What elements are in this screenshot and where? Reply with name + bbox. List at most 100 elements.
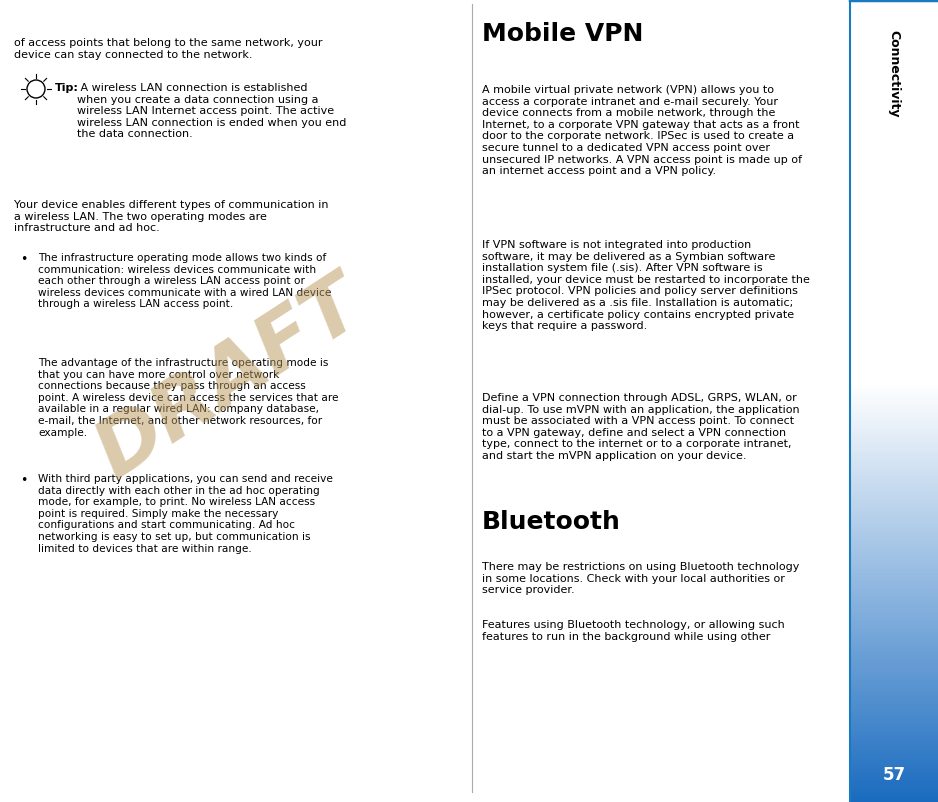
Bar xyxy=(850,341,938,343)
Bar xyxy=(850,449,938,451)
Bar xyxy=(850,128,938,130)
Bar xyxy=(850,496,938,497)
Bar xyxy=(850,411,938,413)
Bar xyxy=(850,429,938,431)
Bar xyxy=(850,2,938,4)
Bar xyxy=(850,354,938,357)
Bar xyxy=(850,489,938,491)
Bar xyxy=(850,265,938,266)
Bar xyxy=(850,258,938,261)
Bar xyxy=(850,517,938,520)
Bar xyxy=(850,22,938,24)
Bar xyxy=(850,541,938,544)
Bar xyxy=(850,111,938,112)
Text: A wireless LAN connection is established
when you create a data connection using: A wireless LAN connection is established… xyxy=(77,83,346,140)
Bar xyxy=(850,704,938,706)
Bar xyxy=(850,456,938,457)
Bar xyxy=(850,221,938,222)
Bar xyxy=(850,425,938,427)
Text: Bluetooth: Bluetooth xyxy=(482,509,621,533)
Bar xyxy=(850,266,938,269)
Bar xyxy=(850,672,938,674)
Bar xyxy=(850,136,938,139)
Bar xyxy=(850,561,938,563)
Bar xyxy=(850,346,938,349)
Bar xyxy=(850,499,938,501)
Bar xyxy=(850,192,938,194)
Bar xyxy=(850,358,938,361)
Bar xyxy=(850,619,938,622)
Bar xyxy=(850,563,938,565)
Bar xyxy=(850,419,938,421)
Bar xyxy=(850,699,938,702)
Bar xyxy=(850,501,938,504)
Bar xyxy=(850,784,938,786)
Bar xyxy=(850,443,938,445)
Bar xyxy=(850,798,938,800)
Bar xyxy=(850,405,938,407)
Bar xyxy=(850,107,938,108)
Bar xyxy=(850,744,938,746)
Bar xyxy=(850,88,938,90)
Bar xyxy=(850,715,938,718)
Bar xyxy=(850,18,938,20)
Bar xyxy=(850,632,938,634)
Bar xyxy=(850,678,938,680)
Bar xyxy=(850,537,938,539)
Bar xyxy=(850,44,938,46)
Bar xyxy=(850,79,938,80)
Bar xyxy=(850,508,938,509)
Bar xyxy=(850,635,938,638)
Bar xyxy=(850,480,938,481)
Bar xyxy=(850,528,938,529)
Bar xyxy=(850,343,938,345)
Bar xyxy=(850,569,938,571)
Bar xyxy=(850,317,938,318)
Bar xyxy=(850,606,938,608)
Bar xyxy=(850,377,938,379)
Bar xyxy=(850,445,938,448)
Bar xyxy=(850,437,938,439)
Bar xyxy=(850,710,938,712)
Bar xyxy=(850,618,938,619)
Bar xyxy=(850,536,938,537)
Bar xyxy=(850,271,938,273)
Text: Your device enables different types of communication in
a wireless LAN. The two : Your device enables different types of c… xyxy=(14,200,328,233)
Bar xyxy=(850,573,938,576)
Bar xyxy=(850,774,938,776)
Bar xyxy=(850,391,938,393)
Bar xyxy=(850,218,938,221)
Bar xyxy=(850,36,938,38)
Bar xyxy=(850,293,938,294)
Bar xyxy=(850,650,938,651)
Bar xyxy=(850,310,938,313)
Bar xyxy=(850,579,938,581)
Bar xyxy=(850,213,938,215)
Bar xyxy=(850,367,938,369)
Bar xyxy=(850,758,938,760)
Bar xyxy=(850,383,938,385)
Bar xyxy=(850,277,938,279)
Bar xyxy=(850,389,938,391)
Bar xyxy=(850,351,938,353)
Bar xyxy=(850,287,938,289)
Bar xyxy=(850,4,938,6)
Bar xyxy=(850,553,938,555)
Bar xyxy=(850,75,938,76)
Bar xyxy=(850,226,938,229)
Bar xyxy=(850,497,938,499)
Bar xyxy=(850,86,938,88)
Bar xyxy=(850,714,938,715)
Bar xyxy=(850,118,938,120)
Bar xyxy=(850,103,938,104)
Bar xyxy=(850,126,938,128)
Text: 57: 57 xyxy=(883,765,905,783)
Bar xyxy=(850,608,938,610)
Bar xyxy=(850,72,938,75)
Bar xyxy=(850,485,938,487)
Bar xyxy=(850,483,938,485)
Bar xyxy=(850,247,938,249)
Bar xyxy=(850,222,938,225)
Bar xyxy=(850,114,938,116)
Bar xyxy=(850,603,938,606)
